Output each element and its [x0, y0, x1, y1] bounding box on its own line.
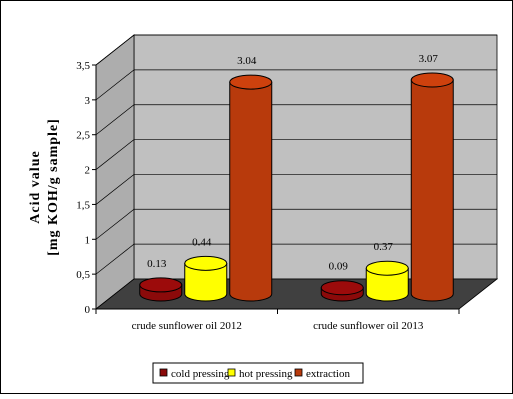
data-label: 0.13 [147, 258, 167, 270]
data-label: 0.37 [374, 241, 394, 253]
bar [139, 277, 183, 302]
y-tick-label: 0 [85, 304, 91, 316]
legend-box [152, 362, 364, 384]
bar-body [184, 262, 228, 302]
bar [320, 280, 364, 302]
legend-label: extraction [306, 368, 350, 380]
category-label: crude sunflower oil 2012 [132, 320, 242, 332]
y-tick-label: 2,5 [76, 130, 90, 142]
legend-swatch [159, 368, 168, 377]
bar [184, 255, 228, 302]
bar-top [365, 260, 409, 276]
bars [139, 72, 454, 302]
legend: cold pressing hot pressing extraction [152, 362, 364, 384]
bar [229, 74, 273, 302]
gridline [95, 69, 497, 101]
bar-top [320, 280, 364, 296]
gridline [95, 243, 497, 275]
y-axis-title-line1: Acid value [28, 150, 43, 223]
bar-top [184, 255, 228, 271]
legend-swatch [227, 368, 236, 377]
y-tick-label: 2 [85, 165, 91, 177]
y-tick-label: 3 [85, 95, 91, 107]
bar [410, 72, 454, 302]
bar [365, 260, 409, 302]
labels: 0.13 0.44 3.04 0.09 0.37 3.07 [147, 53, 438, 273]
legend-swatch [294, 368, 303, 377]
bar-body [365, 267, 409, 302]
data-label: 0.44 [192, 236, 212, 248]
gridline [95, 139, 497, 170]
category-label: crude sunflower oil 2013 [313, 320, 424, 332]
bar-top [410, 72, 454, 88]
y-axis-title: Acid value [mg KOH/g sample] [28, 118, 61, 256]
bar-top [229, 74, 273, 90]
legend-label: cold pressing [171, 368, 230, 380]
gridline [95, 208, 497, 240]
gridline [95, 174, 497, 205]
y-tick-label: 0,5 [76, 269, 90, 281]
bar-body [410, 79, 454, 302]
gridline [95, 34, 497, 66]
y-tick-label: 3,5 [76, 60, 90, 72]
data-label: 0.09 [329, 261, 349, 273]
y-axis-title-line2: [mg KOH/g sample] [46, 118, 61, 256]
gridlines [95, 34, 497, 275]
gridline [95, 104, 497, 135]
legend-label: hot pressing [239, 368, 293, 380]
data-label: 3.04 [237, 55, 257, 67]
y-tick-label: 1,5 [76, 199, 90, 211]
data-label: 3.07 [419, 53, 439, 65]
side-wall [95, 34, 135, 310]
bar-body [229, 81, 273, 302]
axes: 0 0,5 1 1,5 2 2,5 3 3,5 crude sunflower oil 2012… [76, 60, 460, 332]
bar-top [139, 277, 183, 293]
y-tick-label: 1 [85, 234, 91, 246]
